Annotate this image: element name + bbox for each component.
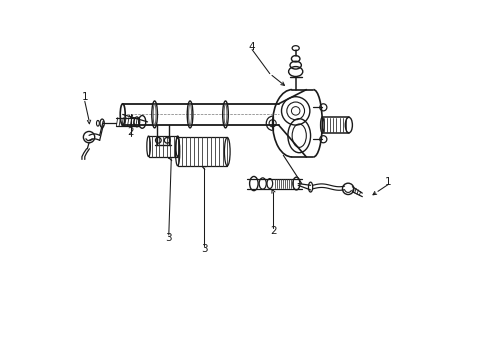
Text: 3: 3: [201, 244, 208, 254]
Text: 4: 4: [249, 42, 255, 52]
Text: 1: 1: [81, 92, 88, 102]
Text: 1: 1: [385, 177, 392, 187]
Text: 3: 3: [166, 234, 172, 243]
Text: 2: 2: [127, 127, 134, 137]
Text: 2: 2: [270, 226, 277, 237]
